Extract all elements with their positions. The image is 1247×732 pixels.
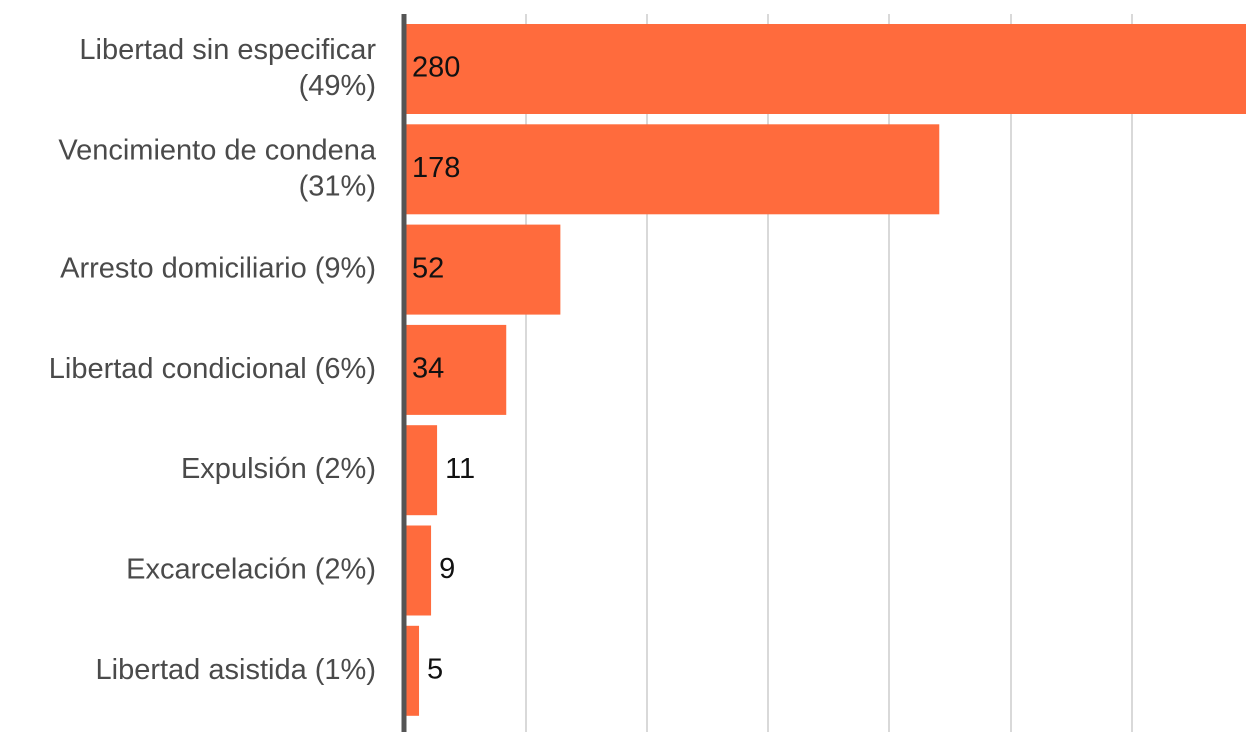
bar-value-label: 34 [412, 353, 444, 385]
category-label: Libertad condicional (6%) [49, 353, 376, 385]
bar [404, 124, 940, 215]
value-labels: 280 178 52 34 11 9 5 [412, 52, 475, 686]
bar-value-label: 9 [439, 553, 455, 585]
bar [404, 625, 420, 716]
bar-value-label: 11 [445, 453, 475, 485]
category-label: Arresto domiciliario (9%) [60, 252, 376, 284]
bar [404, 525, 432, 616]
category-label: Vencimiento de condena (31%) [58, 134, 376, 202]
bar-value-label: 280 [412, 52, 460, 84]
category-labels: Libertad sin especificar (49%) Vencimiento… [49, 34, 377, 686]
bars [404, 24, 1246, 716]
bar [404, 324, 507, 415]
bar-value-label: 178 [412, 152, 460, 184]
category-label: Libertad asistida (1%) [96, 653, 376, 685]
grid-lines [525, 14, 1133, 732]
bar-value-label: 5 [427, 653, 443, 685]
bar [404, 224, 561, 315]
category-label: Expulsión (2%) [181, 453, 376, 485]
bar [404, 24, 1246, 114]
category-label: Excarcelación (2%) [126, 553, 376, 585]
bar-value-label: 52 [412, 252, 444, 284]
bar [404, 425, 438, 516]
category-label: Libertad sin especificar (49%) [79, 34, 376, 102]
